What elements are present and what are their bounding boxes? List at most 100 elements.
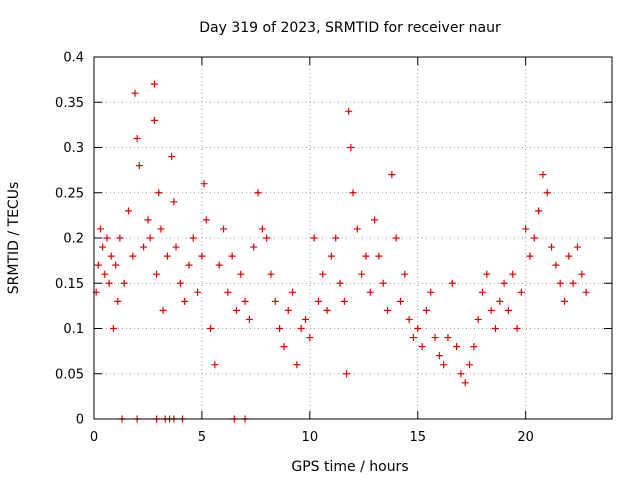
data-point bbox=[319, 270, 327, 278]
data-point bbox=[146, 234, 154, 242]
data-point bbox=[461, 379, 469, 387]
data-point bbox=[336, 279, 344, 287]
data-point bbox=[500, 279, 508, 287]
data-point bbox=[280, 343, 288, 351]
data-point bbox=[131, 89, 139, 97]
data-point bbox=[194, 288, 202, 296]
data-point bbox=[211, 361, 219, 369]
data-point bbox=[228, 252, 236, 260]
data-point bbox=[224, 288, 232, 296]
data-point bbox=[522, 225, 530, 233]
data-point bbox=[401, 270, 409, 278]
data-point bbox=[418, 343, 426, 351]
data-point bbox=[237, 270, 245, 278]
data-point bbox=[384, 306, 392, 314]
data-point bbox=[504, 306, 512, 314]
data-point bbox=[573, 243, 581, 251]
data-point bbox=[526, 252, 534, 260]
data-point bbox=[271, 297, 279, 305]
data-point bbox=[323, 306, 331, 314]
data-point bbox=[530, 234, 538, 242]
data-point bbox=[327, 252, 335, 260]
data-point bbox=[289, 288, 297, 296]
data-point bbox=[358, 270, 366, 278]
data-point bbox=[140, 243, 148, 251]
data-point bbox=[582, 288, 590, 296]
data-point bbox=[297, 325, 305, 332]
data-point bbox=[112, 261, 120, 269]
data-point bbox=[479, 288, 486, 296]
data-point bbox=[153, 270, 161, 278]
data-point bbox=[388, 171, 396, 179]
data-point bbox=[565, 252, 573, 260]
data-point bbox=[392, 234, 400, 242]
data-point bbox=[474, 315, 482, 323]
data-point bbox=[276, 325, 284, 332]
data-point bbox=[107, 252, 115, 260]
data-point bbox=[157, 225, 165, 233]
data-point bbox=[293, 361, 301, 369]
data-point bbox=[543, 189, 551, 197]
data-point bbox=[444, 334, 452, 342]
data-point bbox=[258, 225, 266, 233]
data-point bbox=[245, 315, 253, 323]
x-tick-label: 20 bbox=[517, 430, 534, 445]
chart-title: Day 319 of 2023, SRMTID for receiver nau… bbox=[199, 20, 501, 36]
y-tick-label: 0.3 bbox=[63, 141, 84, 156]
data-point bbox=[353, 225, 361, 233]
data-point bbox=[284, 306, 292, 314]
data-point bbox=[302, 315, 310, 323]
data-point bbox=[172, 243, 180, 251]
data-point bbox=[496, 297, 504, 305]
y-tick-label: 0.4 bbox=[63, 51, 84, 66]
data-point bbox=[150, 80, 158, 88]
data-point bbox=[343, 370, 351, 378]
data-point bbox=[371, 216, 379, 224]
axis-ticks: 0 0.05 0.1 0.15 0.2 0.25 0.3 0.35 0.4 0 5 10 15 20 bbox=[55, 51, 612, 445]
data-point bbox=[215, 261, 223, 269]
data-point bbox=[185, 261, 193, 269]
data-point bbox=[422, 306, 430, 314]
data-point bbox=[189, 234, 197, 242]
data-point bbox=[405, 315, 413, 323]
data-point bbox=[250, 243, 258, 251]
data-point bbox=[466, 361, 474, 369]
grid bbox=[94, 57, 612, 419]
y-tick-label: 0.25 bbox=[55, 186, 84, 201]
data-point bbox=[101, 270, 109, 278]
y-axis-label: SRMTID / TECUs bbox=[6, 182, 22, 295]
data-point bbox=[254, 189, 262, 197]
y-tick-label: 0.1 bbox=[63, 322, 84, 337]
data-point bbox=[427, 288, 435, 296]
y-tick-label: 0.05 bbox=[55, 367, 84, 382]
data-point bbox=[114, 297, 122, 305]
data-point bbox=[366, 288, 374, 296]
data-point bbox=[483, 270, 491, 278]
y-tick-label: 0.2 bbox=[63, 232, 84, 247]
data-point bbox=[181, 297, 189, 305]
data-point bbox=[552, 261, 560, 269]
data-point bbox=[207, 325, 215, 332]
y-tick-label: 0 bbox=[76, 413, 84, 428]
data-point bbox=[375, 252, 383, 260]
data-point bbox=[144, 216, 152, 224]
data-point bbox=[202, 216, 210, 224]
x-tick-label: 10 bbox=[302, 430, 319, 445]
data-point bbox=[176, 279, 184, 287]
data-point bbox=[347, 144, 355, 151]
data-point bbox=[569, 279, 577, 287]
data-point bbox=[129, 252, 137, 260]
data-point bbox=[396, 297, 404, 305]
data-point bbox=[457, 370, 465, 378]
data-point bbox=[170, 198, 178, 206]
data-point bbox=[168, 153, 176, 161]
x-tick-label: 15 bbox=[409, 430, 426, 445]
data-point bbox=[431, 334, 439, 342]
data-point bbox=[220, 225, 227, 233]
data-point bbox=[200, 180, 208, 188]
data-point bbox=[548, 243, 556, 251]
data-point bbox=[105, 279, 113, 287]
data-point bbox=[440, 361, 448, 369]
data-point bbox=[535, 207, 543, 215]
